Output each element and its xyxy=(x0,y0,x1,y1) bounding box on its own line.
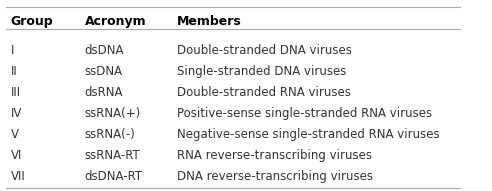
Text: VII: VII xyxy=(11,170,26,183)
Text: ssRNA(+): ssRNA(+) xyxy=(85,107,141,120)
Text: Acronym: Acronym xyxy=(85,15,146,28)
Text: Single-stranded DNA viruses: Single-stranded DNA viruses xyxy=(177,65,347,78)
Text: dsDNA: dsDNA xyxy=(85,44,124,57)
Text: DNA reverse-transcribing viruses: DNA reverse-transcribing viruses xyxy=(177,170,373,183)
Text: ssRNA-RT: ssRNA-RT xyxy=(85,149,141,162)
Text: II: II xyxy=(11,65,17,78)
Text: V: V xyxy=(11,128,19,141)
Text: VI: VI xyxy=(11,149,22,162)
Text: Double-stranded RNA viruses: Double-stranded RNA viruses xyxy=(177,86,351,99)
Text: III: III xyxy=(11,86,21,99)
Text: RNA reverse-transcribing viruses: RNA reverse-transcribing viruses xyxy=(177,149,372,162)
Text: Double-stranded DNA viruses: Double-stranded DNA viruses xyxy=(177,44,352,57)
Text: I: I xyxy=(11,44,14,57)
Text: Positive-sense single-stranded RNA viruses: Positive-sense single-stranded RNA virus… xyxy=(177,107,432,120)
Text: Members: Members xyxy=(177,15,242,28)
Text: dsDNA-RT: dsDNA-RT xyxy=(85,170,143,183)
Text: Group: Group xyxy=(11,15,53,28)
Text: ssRNA(-): ssRNA(-) xyxy=(85,128,135,141)
Text: dsRNA: dsRNA xyxy=(85,86,123,99)
Text: ssDNA: ssDNA xyxy=(85,65,123,78)
Text: IV: IV xyxy=(11,107,22,120)
Text: Negative-sense single-stranded RNA viruses: Negative-sense single-stranded RNA virus… xyxy=(177,128,440,141)
